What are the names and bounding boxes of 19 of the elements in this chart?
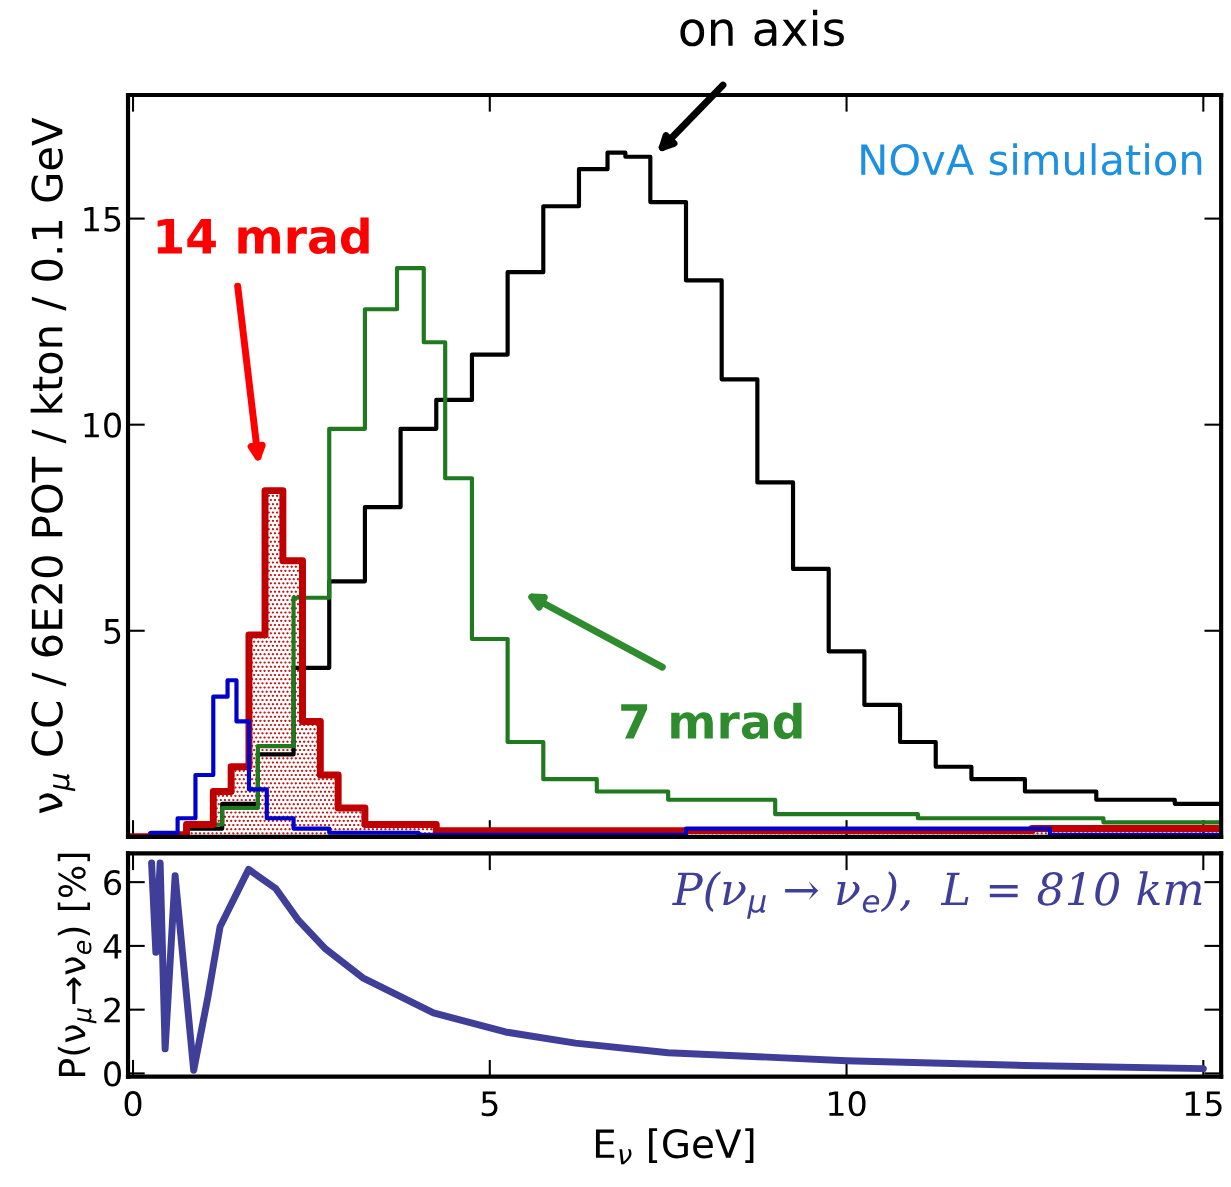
annotation: P(ν$_{μ}$ → ν$_{e}$), L = 810 km [672, 871, 1202, 919]
y-tick-label: 2 [104, 997, 120, 1023]
y-axis-title: ν$_{μ}$ CC / 6E20 POT / kton / 0.1 GeV [30, 117, 76, 814]
y-tick-label: 15 [84, 206, 121, 232]
annotation: 7 mrad [621, 702, 802, 740]
x-tick-label: 0 [124, 1091, 142, 1117]
y-tick-label: 0 [104, 1061, 121, 1087]
y-tick-label: 6 [104, 870, 122, 896]
annotation: 14 mrad [157, 217, 369, 255]
x-tick-label: 15 [1185, 1091, 1222, 1117]
y-tick-label: 10 [84, 412, 121, 438]
x-axis-title: E$_{ν}$ [GeV] [595, 1128, 754, 1165]
y-tick-label: 5 [104, 619, 121, 644]
y-axis-title: P(ν$_{μ}$→ν$_{e}$) [%] [57, 853, 97, 1076]
x-tick-label: 10 [829, 1091, 866, 1117]
text: on axis [680, 9, 844, 47]
annotation: NOvA simulation [861, 143, 1202, 176]
x-tick-label: 5 [481, 1091, 498, 1117]
y-tick-label: 4 [103, 934, 122, 959]
